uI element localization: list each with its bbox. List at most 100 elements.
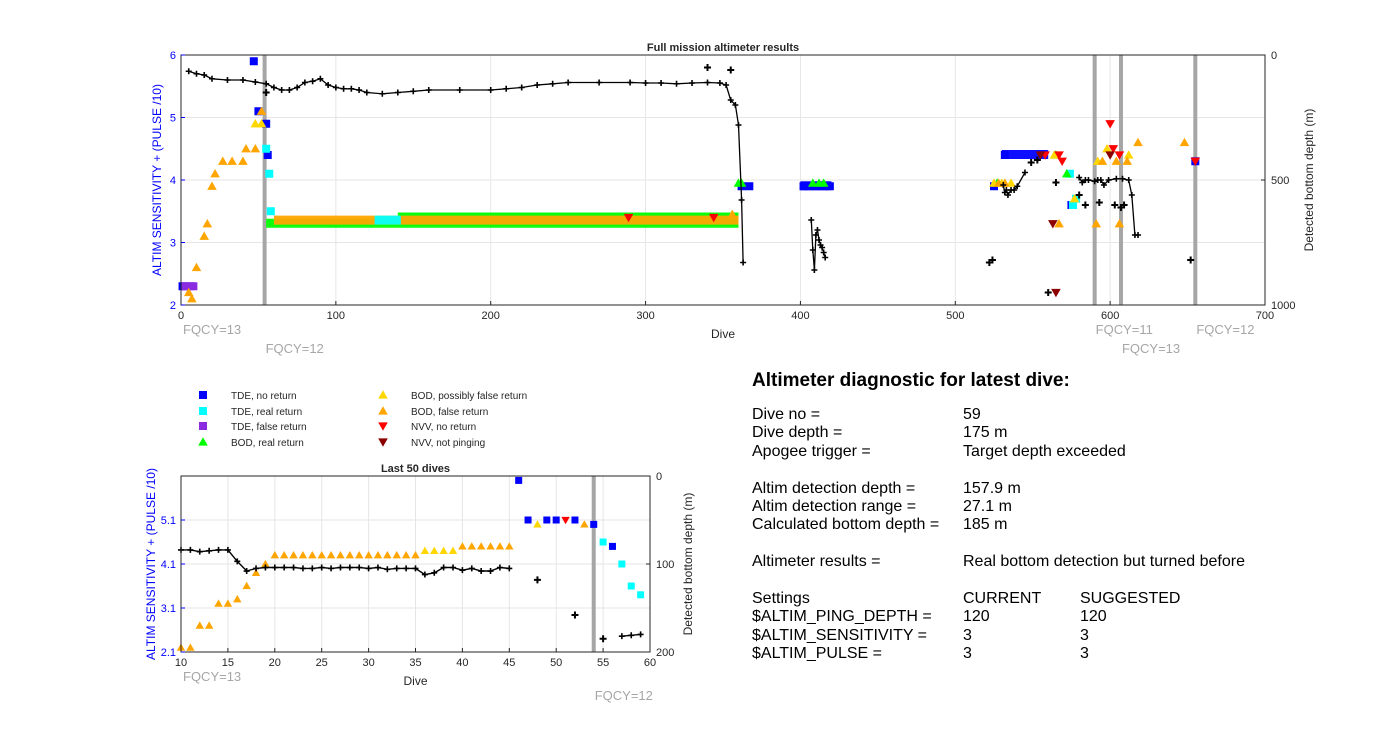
last50-depth-point bbox=[506, 565, 513, 572]
legend-label: NVV, not pinging bbox=[411, 438, 485, 449]
full-depth-point bbox=[822, 254, 829, 261]
full-point-bod-false bbox=[238, 156, 248, 165]
full-depth-point bbox=[1187, 256, 1195, 264]
full-point-tde-no bbox=[254, 107, 263, 116]
full-x-axis-label: Dive bbox=[711, 327, 735, 341]
last50-depth-point bbox=[431, 569, 438, 576]
last50-point-bod-false bbox=[486, 542, 495, 550]
diagnostic-key: $ALTIM_PING_DEPTH = bbox=[752, 608, 932, 626]
last50-point-bod-possibly-false bbox=[533, 520, 542, 528]
full-y2-tick-label: 1000 bbox=[1271, 300, 1295, 312]
last50-x-tick-label: 20 bbox=[269, 657, 281, 669]
legend-label: TDE, no return bbox=[231, 391, 297, 402]
full-point-bod-false bbox=[1114, 218, 1125, 228]
last50-y-tick-label: 3.1 bbox=[161, 603, 176, 615]
full-point-nvv-not-pinging bbox=[1051, 288, 1061, 298]
full-x-tick-label: 700 bbox=[1256, 310, 1274, 322]
full-depth-point bbox=[716, 80, 723, 86]
diagnostic-row: Altim detection depth = 157.9 m bbox=[752, 480, 1392, 498]
full-depth-point bbox=[1119, 175, 1126, 182]
legend-label: NVV, no return bbox=[411, 422, 476, 433]
full-depth-point bbox=[286, 87, 293, 93]
full-point-bod-possibly-false bbox=[256, 118, 267, 128]
last50-depth-point bbox=[637, 631, 644, 638]
full-depth-point bbox=[814, 227, 821, 233]
full-point-bod-false bbox=[210, 168, 220, 178]
last50-depth-point bbox=[309, 565, 316, 572]
full-point-nvv-no bbox=[1190, 157, 1201, 167]
full-depth-point bbox=[1105, 177, 1112, 183]
full-point-tde-no bbox=[799, 182, 808, 191]
full-point-tde-real bbox=[265, 169, 274, 178]
last50-point-bod-false bbox=[195, 621, 204, 629]
legend-label: TDE, false return bbox=[231, 422, 307, 433]
full-depth-point bbox=[988, 256, 996, 264]
full-point-bod-false bbox=[256, 106, 267, 115]
legend-marker bbox=[199, 391, 207, 399]
last50-depth-point bbox=[478, 568, 485, 575]
full-point-tde-no bbox=[825, 182, 834, 191]
diagnostic-rows: Dive no = 59 Dive depth = 175 m Apogee trigg… bbox=[752, 406, 1392, 663]
full-depth-point bbox=[820, 249, 827, 256]
full-x-tick-label: 300 bbox=[636, 310, 654, 322]
last50-y2-axis-label: Detected bottom depth (m) bbox=[681, 493, 695, 636]
diagnostic-row: Altim detection range = 27.1 m bbox=[752, 498, 1392, 516]
diagnostic-row bbox=[752, 461, 1392, 479]
diagnostic-row bbox=[752, 535, 1392, 553]
last50-depth-point bbox=[215, 546, 222, 553]
full-depth-point bbox=[1052, 179, 1060, 186]
full-point-bod-false bbox=[207, 181, 217, 190]
full-depth-point bbox=[1033, 156, 1041, 164]
full-depth-point bbox=[1085, 177, 1092, 183]
full-depth-point bbox=[704, 79, 711, 86]
full-point-bod-possibly-false bbox=[1102, 143, 1112, 153]
full-fqcy-label: FQCY=13 bbox=[1122, 341, 1180, 356]
legend-marker bbox=[378, 422, 388, 431]
full-depth-point bbox=[201, 72, 208, 78]
last50-depth-point bbox=[459, 567, 466, 574]
full-point-bod-false bbox=[1111, 156, 1122, 165]
last50-depth-point bbox=[365, 565, 372, 572]
diagnostic-panel: Altimeter diagnostic for latest dive: Di… bbox=[752, 370, 1392, 663]
last50-depth-point bbox=[262, 564, 269, 571]
full-point-nvv-no bbox=[708, 213, 719, 223]
full-depth-point bbox=[1000, 182, 1007, 188]
full-depth-point bbox=[456, 87, 463, 93]
full-depth-point bbox=[503, 85, 510, 92]
full-y-tick-label: 3 bbox=[170, 238, 176, 250]
full-depth-point bbox=[185, 68, 192, 75]
full-point-bod-real bbox=[1061, 168, 1072, 178]
diagnostic-suggested-value: 3 bbox=[1080, 645, 1089, 663]
full-depth-point bbox=[309, 78, 316, 85]
full-point-tde-no bbox=[249, 57, 258, 66]
last50-point-bod-false bbox=[336, 551, 345, 559]
full-point-tde-real bbox=[1065, 169, 1074, 178]
last50-depth-point bbox=[318, 564, 325, 571]
full-depth-point bbox=[239, 77, 246, 83]
diagnostic-row: Settings CURRENT SUGGESTED bbox=[752, 590, 1392, 608]
diagnostic-key: Altimeter results = bbox=[752, 553, 881, 571]
full-depth-point bbox=[356, 87, 363, 93]
last50-depth-point bbox=[281, 564, 288, 571]
legend-label: BOD, false return bbox=[411, 407, 488, 418]
full-point-tde-no bbox=[804, 182, 813, 191]
last50-depth-point bbox=[487, 568, 494, 575]
full-depth-point bbox=[642, 80, 649, 86]
diagnostic-key: Calculated bottom depth = bbox=[752, 516, 940, 534]
legend-marker bbox=[378, 438, 388, 447]
last50-depth-point bbox=[224, 546, 231, 553]
last50-point-tde-real bbox=[627, 582, 635, 590]
last50-point-bod-false bbox=[580, 520, 589, 528]
last50-point-bod-false bbox=[495, 542, 505, 550]
diagnostic-value: 27.1 m bbox=[963, 497, 1012, 515]
full-depth-point bbox=[487, 87, 494, 93]
full-point-bod-possibly-false bbox=[250, 118, 261, 128]
full-point-nvv-no bbox=[1057, 157, 1067, 167]
last50-depth-point bbox=[450, 564, 457, 571]
full-depth-point bbox=[208, 75, 215, 82]
full-depth-point bbox=[658, 80, 665, 86]
full-depth-point bbox=[740, 259, 747, 266]
last50-x-tick-label: 35 bbox=[409, 657, 421, 669]
last50-point-bod-false bbox=[242, 581, 251, 590]
last50-point-bod-false bbox=[233, 595, 242, 603]
